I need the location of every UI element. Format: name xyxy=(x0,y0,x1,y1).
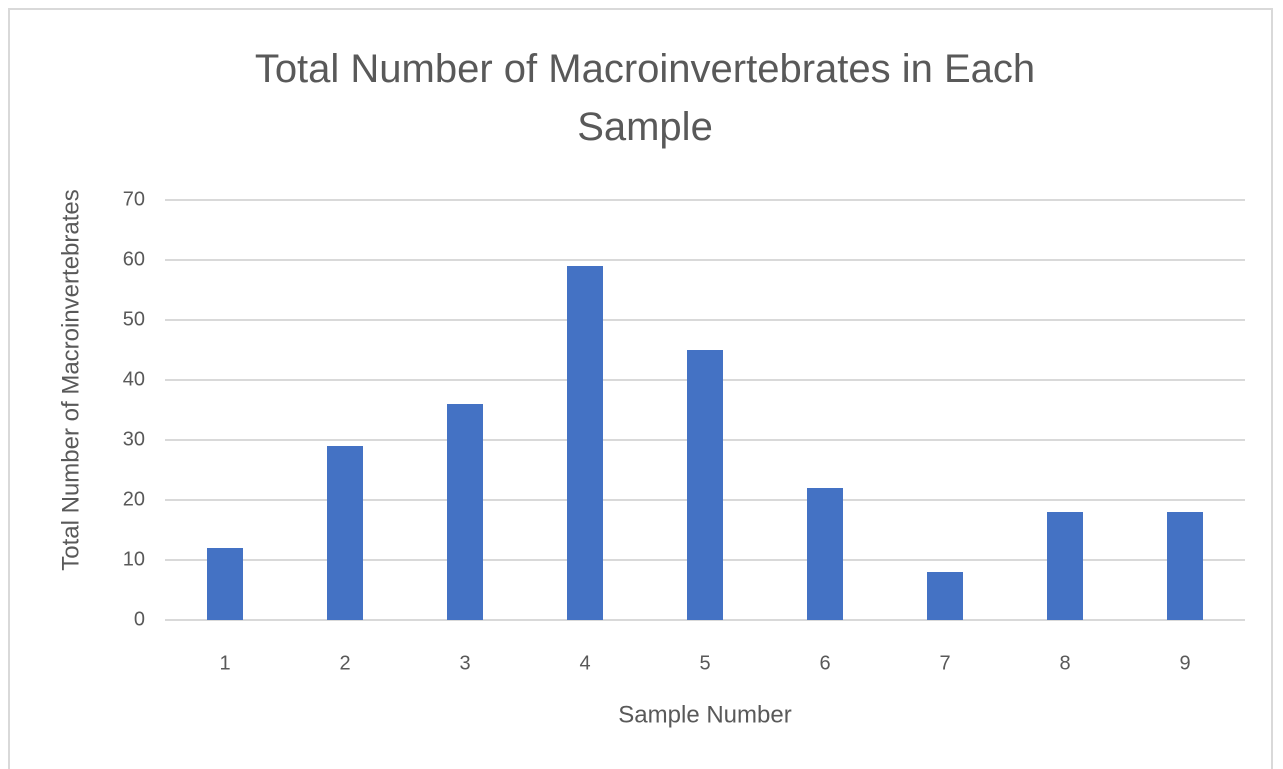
bar xyxy=(447,404,483,620)
x-tick-label: 8 xyxy=(1059,652,1070,674)
chart-title: Total Number of Macroinvertebrates in Ea… xyxy=(254,47,1036,149)
bar xyxy=(927,572,963,620)
bar xyxy=(807,488,843,620)
x-axis-label: Sample Number xyxy=(618,701,791,728)
x-tick-label: 6 xyxy=(819,652,830,674)
y-tick-label: 10 xyxy=(123,548,145,570)
x-tick-label: 1 xyxy=(219,652,230,674)
x-tick-label: 2 xyxy=(339,652,350,674)
chart-frame xyxy=(8,8,1273,769)
x-tick-label: 3 xyxy=(459,652,470,674)
y-axis-label: Total Number of Macroinvertebrates xyxy=(57,189,84,571)
bar xyxy=(567,266,603,620)
bar xyxy=(1167,512,1203,620)
x-tick-label: 9 xyxy=(1179,652,1190,674)
bar xyxy=(327,446,363,620)
y-tick-label: 60 xyxy=(123,248,145,270)
y-tick-label: 50 xyxy=(123,308,145,330)
x-tick-label: 4 xyxy=(579,652,590,674)
x-tick-label: 7 xyxy=(939,652,950,674)
bar xyxy=(207,548,243,620)
bar xyxy=(1047,512,1083,620)
x-tick-label: 5 xyxy=(699,652,710,674)
bar xyxy=(687,350,723,620)
y-tick-label: 0 xyxy=(134,608,145,630)
y-tick-label: 70 xyxy=(123,188,145,210)
y-tick-label: 40 xyxy=(123,368,145,390)
y-tick-label: 20 xyxy=(123,488,145,510)
y-tick-label: 30 xyxy=(123,428,145,450)
